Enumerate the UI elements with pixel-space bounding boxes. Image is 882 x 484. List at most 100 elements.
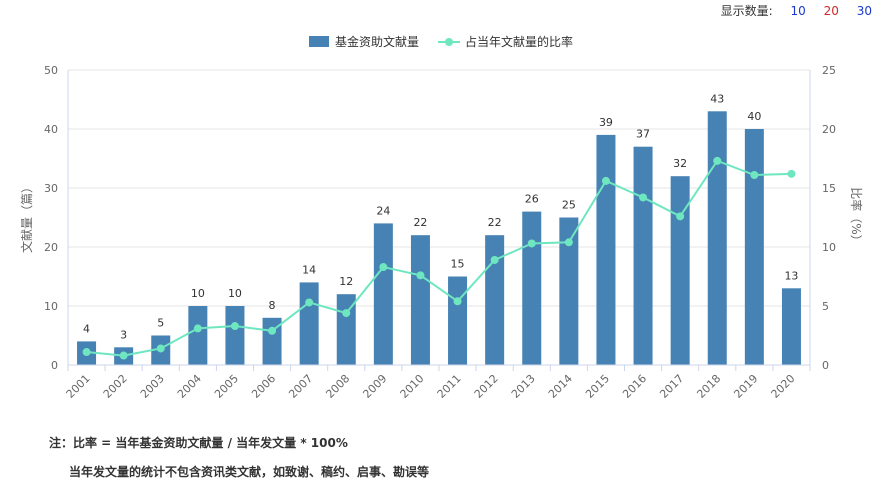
y-right-tick-label: 15 bbox=[822, 182, 836, 195]
ratio-point bbox=[453, 297, 462, 306]
bar-value-label: 22 bbox=[413, 216, 427, 229]
footnote: 注：比率 = 当年基金资助文献量 / 当年发文量 * 100% 当年发文量的统计… bbox=[49, 434, 429, 480]
ratio-point bbox=[527, 239, 536, 248]
bar bbox=[225, 306, 245, 365]
ratio-point bbox=[156, 344, 165, 353]
y-left-tick-label: 40 bbox=[44, 123, 58, 136]
legend-bar-swatch bbox=[309, 36, 329, 47]
bar-value-label: 10 bbox=[191, 287, 205, 300]
bar-series bbox=[77, 111, 801, 365]
ratio-point bbox=[564, 238, 573, 247]
y-left-tick-label: 30 bbox=[44, 182, 58, 195]
x-tick-label: 2019 bbox=[731, 372, 760, 401]
ratio-point bbox=[268, 326, 277, 335]
ratio-point bbox=[713, 156, 722, 165]
ratio-point bbox=[193, 324, 202, 333]
bar-value-label: 5 bbox=[157, 317, 164, 330]
bar-value-label: 14 bbox=[302, 263, 316, 276]
bar bbox=[522, 211, 542, 365]
bar bbox=[596, 134, 616, 365]
bar-value-label: 13 bbox=[784, 269, 798, 282]
display-count-option-20[interactable]: 20 bbox=[823, 4, 839, 18]
bar-value-label: 24 bbox=[376, 204, 390, 217]
bar-value-label: 3 bbox=[120, 328, 127, 341]
bar bbox=[485, 235, 505, 365]
bar bbox=[707, 111, 727, 365]
legend: 基金资助文献量 占当年文献量的比率 bbox=[309, 34, 573, 49]
bar-value-label: 32 bbox=[673, 157, 687, 170]
bar bbox=[633, 146, 653, 365]
display-count-option-30[interactable]: 30 bbox=[856, 4, 872, 18]
footnote-line-2: 当年发文量的统计不包含资讯类文献，如致谢、稿约、启事、勘误等 bbox=[69, 465, 430, 479]
bar bbox=[448, 276, 468, 365]
x-tick-label: 2011 bbox=[435, 372, 464, 401]
bar bbox=[559, 217, 579, 365]
display-count-selector: 显示数量: 10 20 30 bbox=[721, 2, 872, 19]
y-left-tick-label: 0 bbox=[51, 359, 58, 372]
bar-value-label: 12 bbox=[339, 275, 353, 288]
bar-value-label: 8 bbox=[269, 299, 276, 312]
ratio-point bbox=[601, 176, 610, 185]
y-axis-left-title: 文献量（篇） bbox=[19, 181, 34, 253]
bar-value-label: 26 bbox=[525, 193, 539, 206]
y-right-tick-label: 0 bbox=[822, 359, 829, 372]
x-tick-label: 2009 bbox=[360, 372, 389, 401]
left-axis: 0 10 20 30 40 50 bbox=[44, 64, 69, 372]
bar-value-label: 25 bbox=[562, 199, 576, 212]
x-tick-label: 2016 bbox=[620, 372, 649, 401]
bar-value-label: 4 bbox=[83, 322, 90, 335]
y-right-tick-label: 20 bbox=[822, 123, 836, 136]
bar-value-label: 43 bbox=[710, 92, 724, 105]
legend-bar-label[interactable]: 基金资助文献量 bbox=[335, 34, 419, 49]
bar-value-label: 10 bbox=[228, 287, 242, 300]
y-right-tick-label: 10 bbox=[822, 241, 836, 254]
x-tick-label: 2007 bbox=[286, 372, 315, 401]
bar bbox=[670, 176, 690, 365]
bar-value-label: 37 bbox=[636, 128, 650, 141]
x-tick-label: 2010 bbox=[398, 372, 427, 401]
line-series bbox=[82, 156, 796, 360]
x-tick-label: 2018 bbox=[694, 372, 723, 401]
display-count-label: 显示数量: bbox=[720, 4, 773, 18]
ratio-point bbox=[416, 271, 425, 280]
y-left-tick-label: 10 bbox=[44, 300, 58, 313]
bar bbox=[373, 223, 393, 365]
bar bbox=[410, 235, 430, 365]
y-left-tick-label: 20 bbox=[44, 241, 58, 254]
ratio-point bbox=[342, 309, 351, 318]
ratio-point bbox=[676, 212, 685, 221]
x-axis: 2001 2002 2003 2004 2005 2006 2007 2008 2009 2010… bbox=[64, 364, 811, 401]
x-tick-label: 2003 bbox=[138, 372, 167, 401]
x-tick-label: 2013 bbox=[509, 372, 538, 401]
x-tick-label: 2014 bbox=[546, 372, 575, 401]
y-left-tick-label: 50 bbox=[44, 64, 58, 77]
x-tick-label: 2002 bbox=[101, 372, 130, 401]
bar bbox=[188, 306, 208, 365]
x-tick-label: 2008 bbox=[323, 372, 352, 401]
x-tick-label: 2004 bbox=[175, 372, 204, 401]
y-right-tick-label: 25 bbox=[822, 64, 836, 77]
ratio-point bbox=[119, 351, 128, 360]
y-right-tick-label: 5 bbox=[822, 300, 829, 313]
bar bbox=[744, 129, 764, 365]
bar-value-label: 15 bbox=[451, 258, 465, 271]
ratio-line bbox=[86, 159, 792, 357]
bar-value-label: 22 bbox=[488, 216, 502, 229]
ratio-point bbox=[750, 171, 759, 180]
x-tick-label: 2012 bbox=[472, 372, 501, 401]
x-tick-label: 2005 bbox=[212, 372, 241, 401]
bar bbox=[781, 288, 801, 365]
bar-value-label: 39 bbox=[599, 116, 613, 129]
y-axis-right-title: 比率（%） bbox=[849, 187, 864, 246]
bar-value-label: 40 bbox=[747, 110, 761, 123]
x-tick-label: 2015 bbox=[583, 372, 612, 401]
ratio-point bbox=[230, 322, 239, 331]
legend-line-label[interactable]: 占当年文献量的比率 bbox=[465, 34, 573, 49]
ratio-point bbox=[787, 169, 796, 178]
ratio-point bbox=[379, 263, 388, 272]
x-tick-label: 2006 bbox=[249, 372, 278, 401]
ratio-point bbox=[82, 348, 91, 357]
ratio-point bbox=[639, 193, 648, 202]
display-count-option-10[interactable]: 10 bbox=[790, 4, 806, 18]
